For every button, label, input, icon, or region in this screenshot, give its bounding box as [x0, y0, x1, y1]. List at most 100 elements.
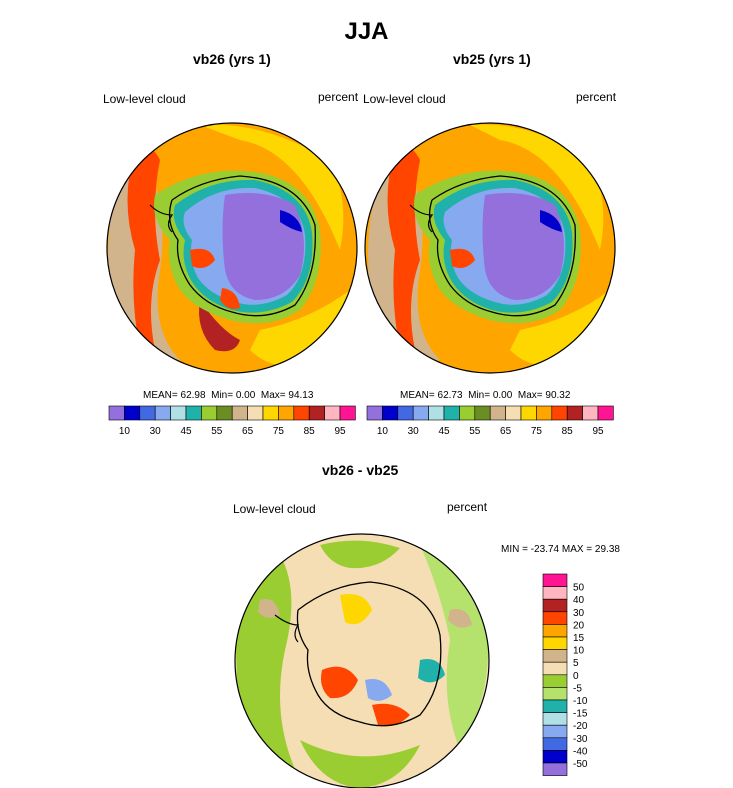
colorbar-tick-label: -10	[573, 696, 588, 707]
colorbar-tick-label: 0	[573, 671, 579, 682]
colorbar-tick-label: 30	[150, 426, 162, 437]
colorbar-swatch	[542, 611, 568, 625]
colorbar-swatch	[582, 405, 599, 421]
map-region	[320, 540, 400, 569]
colorbar-swatch	[542, 737, 568, 751]
colorbar-tick-label: 55	[469, 426, 481, 437]
map-region	[470, 124, 604, 250]
colorbar-swatch	[201, 405, 218, 421]
colorbar-tick-label: 95	[592, 426, 604, 437]
colorbar-tick-label: -50	[573, 759, 588, 770]
colorbar-tick-label: 45	[180, 426, 192, 437]
colorbar-swatch	[542, 750, 568, 764]
colorbar-swatch	[542, 724, 568, 739]
stats-mean-label: MEAN=	[400, 390, 435, 401]
peninsula-outline	[149, 204, 174, 233]
map-region	[482, 192, 564, 300]
colorbar-tick-label: 75	[273, 426, 285, 437]
stats-vb26: MEAN= 62.98 Min= 0.00 Max= 94.13	[143, 390, 313, 401]
colorbar-tick-label: 65	[500, 426, 512, 437]
colorbar-swatch	[278, 405, 295, 421]
diff-range-text: MIN = -23.74 MAX = 29.38	[501, 544, 620, 555]
colorbar-vb26: 10 30 45 55 65 75 85 95	[108, 405, 356, 437]
colorbar-swatch	[231, 405, 248, 421]
stats-min-label: Min=	[211, 390, 234, 401]
colorbar-vb25: 10 30 45 55 65 75 85 95	[366, 405, 614, 437]
colorbar-swatch	[397, 405, 414, 421]
map-border-vb26	[106, 122, 358, 374]
colorbar-swatch	[154, 405, 171, 421]
colorbar-tick-label: -30	[573, 734, 588, 745]
colorbar-tick-label: 30	[408, 426, 420, 437]
coastline	[296, 581, 442, 727]
colorbar-tick-label: -15	[573, 709, 588, 720]
figure-title: JJA	[344, 18, 389, 45]
map-vb26	[107, 123, 357, 373]
units-label-diff: percent	[447, 500, 488, 514]
map-region	[448, 609, 472, 628]
colorbar-swatch	[124, 405, 141, 421]
units-label-vb25: percent	[576, 90, 617, 104]
colorbar-tick-label: 95	[334, 426, 346, 437]
stats-mean-value: 62.73	[437, 390, 463, 401]
colorbar-swatch	[459, 405, 476, 421]
colorbar-swatch	[542, 586, 568, 600]
variable-label-diff: Low-level cloud	[233, 502, 316, 516]
map-region	[127, 146, 160, 350]
colorbar-swatch	[505, 405, 522, 421]
coastline	[428, 175, 576, 317]
map-region	[321, 666, 358, 699]
map-region	[300, 740, 420, 788]
colorbar-swatch	[293, 405, 310, 421]
colorbar-swatch	[247, 405, 264, 421]
colorbar-swatch	[339, 405, 356, 421]
colorbar-swatch	[542, 762, 568, 776]
map-region	[190, 248, 215, 268]
map-region	[280, 210, 302, 232]
colorbar-tick-label: -40	[573, 746, 588, 757]
colorbar-tick-label: 45	[438, 426, 450, 437]
peninsula-outline	[274, 614, 300, 643]
stats-max-label: Max=	[260, 390, 286, 401]
colorbar-swatch	[382, 405, 399, 421]
panel-title-vb26: vb26 (yrs 1)	[193, 51, 271, 67]
colorbar-tick-label: 5	[573, 658, 579, 669]
colorbar-swatch	[308, 405, 325, 421]
map-border-vb25	[364, 122, 616, 374]
colorbar-swatch	[542, 687, 568, 701]
units-label-vb26: percent	[318, 90, 359, 104]
colorbar-tick-label: 40	[573, 595, 585, 606]
colorbar-tick-label: 65	[242, 426, 254, 437]
colorbar-swatch	[428, 405, 445, 421]
colorbar-swatch	[262, 405, 279, 421]
colorbar-swatch	[366, 405, 383, 421]
colorbar-swatch	[216, 405, 233, 421]
colorbar-swatch	[542, 674, 568, 688]
stats-min-value: 0.00	[492, 390, 513, 401]
map-region	[199, 300, 240, 352]
map-region	[450, 248, 475, 268]
colorbar-swatch	[542, 712, 568, 726]
stats-mean-label: MEAN=	[143, 390, 178, 401]
colorbar-swatch	[520, 405, 537, 421]
colorbar-tick-label: -5	[573, 683, 582, 694]
colorbar-swatch	[542, 573, 568, 587]
colorbar-swatch	[185, 405, 202, 421]
colorbar-swatch	[324, 405, 341, 421]
stats-max-value: 90.32	[545, 390, 571, 401]
colorbar-tick-label: 10	[119, 426, 131, 437]
stats-vb25: MEAN= 62.73 Min= 0.00 Max= 90.32	[400, 390, 570, 401]
colorbar-tick-label: 10	[377, 426, 389, 437]
map-region	[387, 146, 420, 350]
colorbar-swatch	[597, 405, 614, 421]
variable-label-vb25: Low-level cloud	[363, 92, 446, 106]
map-border-diff	[234, 533, 490, 788]
panel-title-vb25: vb25 (yrs 1)	[453, 51, 531, 67]
colorbar-swatch	[542, 649, 568, 663]
map-region	[510, 290, 610, 366]
colorbar-tick-label: 15	[573, 633, 585, 644]
colorbar-tick-label: 75	[531, 426, 543, 437]
colorbar-tick-label: 30	[573, 608, 585, 619]
